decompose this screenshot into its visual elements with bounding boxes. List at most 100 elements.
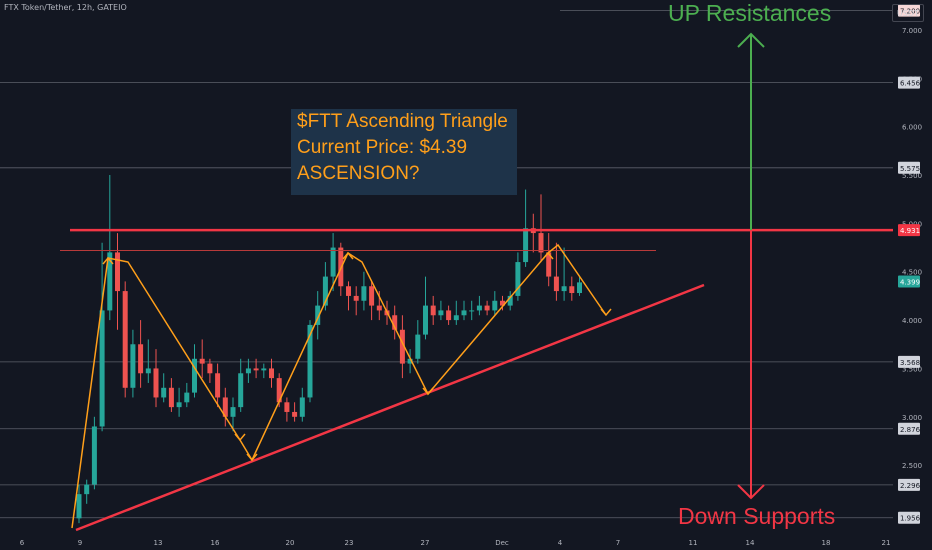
time-tick-label: 16 bbox=[211, 539, 220, 547]
candle-body bbox=[230, 407, 236, 417]
time-tick-label: 14 bbox=[746, 539, 755, 547]
candle-body bbox=[430, 305, 436, 316]
candle-body bbox=[269, 368, 274, 379]
price-tick-label: 3.500 bbox=[902, 365, 922, 373]
candle-body bbox=[76, 494, 82, 519]
time-axis: 6 9 13 16 20 23 27 Dec 4 7 11 14 18 21 bbox=[20, 539, 891, 547]
candle-body bbox=[500, 300, 505, 306]
price-tick-label: 7.000 bbox=[902, 27, 922, 35]
time-tick-label: 13 bbox=[154, 539, 163, 547]
time-tick-label: 11 bbox=[689, 539, 698, 547]
candle-body bbox=[515, 262, 521, 296]
time-tick-label: 21 bbox=[882, 539, 891, 547]
candle-body bbox=[469, 310, 475, 312]
time-tick-label: 27 bbox=[421, 539, 430, 547]
time-tick-label: 4 bbox=[558, 539, 563, 547]
annotation-question: ASCENSION? bbox=[297, 163, 420, 184]
candle-body bbox=[91, 426, 97, 485]
candle-body bbox=[284, 402, 290, 412]
price-label-text: 1.956 bbox=[900, 515, 921, 523]
price-label-badge bbox=[898, 76, 920, 89]
price-label-text: 2.296 bbox=[900, 482, 921, 490]
price-tick-label: 5.500 bbox=[902, 172, 922, 180]
price-label-badge bbox=[898, 422, 920, 435]
candle-body bbox=[245, 368, 251, 374]
candle-body bbox=[222, 397, 228, 417]
candle-body bbox=[353, 295, 359, 301]
price-tick-label: 4.500 bbox=[902, 269, 922, 277]
price-tick-label: 4.000 bbox=[902, 317, 922, 325]
price-label-badge bbox=[898, 275, 920, 288]
price-label-badge bbox=[898, 355, 920, 368]
price-label-badge bbox=[898, 224, 920, 237]
price-label-text: 4.399 bbox=[900, 279, 920, 287]
candle-body bbox=[553, 276, 559, 292]
candle-body bbox=[207, 363, 213, 374]
price-label-text: 5.575 bbox=[900, 165, 920, 173]
candle-body bbox=[84, 484, 90, 495]
price-axis: 2.5003.0003.5004.0004.5005.0005.5006.000… bbox=[898, 4, 922, 524]
annotation-title: $FTT Ascending Triangle bbox=[297, 111, 508, 132]
up-arrowhead bbox=[737, 32, 765, 48]
chart-grid bbox=[0, 10, 893, 519]
ascending-support-line bbox=[75, 283, 705, 532]
up-resistances-label: UP Resistances bbox=[668, 0, 832, 26]
candle-body bbox=[130, 344, 136, 388]
price-label-text: 6.456 bbox=[900, 80, 921, 88]
candle-body bbox=[392, 315, 398, 330]
candle-body bbox=[145, 368, 151, 374]
candle-body bbox=[215, 373, 221, 398]
candle-body bbox=[184, 392, 190, 403]
candle-body bbox=[376, 305, 382, 311]
time-tick-label: 7 bbox=[616, 539, 620, 547]
candle-body bbox=[199, 358, 205, 364]
candle-body bbox=[523, 228, 529, 263]
candle-body bbox=[415, 334, 421, 359]
swing-arrowhead bbox=[234, 433, 246, 442]
price-label-text: 3.568 bbox=[900, 359, 920, 367]
candle-body bbox=[138, 344, 144, 374]
candle-body bbox=[122, 291, 128, 388]
swing-arrowhead bbox=[542, 251, 554, 260]
time-tick-label: Dec bbox=[495, 539, 509, 547]
swing-arrowhead bbox=[422, 387, 434, 396]
symbol-header: FTX Token/Tether, 12h, GATEIO bbox=[4, 3, 127, 12]
price-tick-label: 3.000 bbox=[902, 414, 922, 422]
swing-path bbox=[71, 243, 607, 529]
price-tick-label: 6.000 bbox=[902, 124, 922, 132]
currency-button[interactable]: USDT bbox=[892, 4, 924, 22]
time-tick-label: 6 bbox=[20, 539, 25, 547]
swing-arrowhead bbox=[246, 453, 258, 462]
candle-body bbox=[399, 329, 405, 364]
candlestick-series bbox=[76, 175, 582, 524]
candle-body bbox=[507, 295, 513, 306]
candle-body bbox=[546, 252, 552, 277]
down-arrowhead bbox=[737, 484, 765, 500]
candle-body bbox=[153, 368, 159, 398]
candle-body bbox=[176, 402, 182, 408]
candle-body bbox=[446, 310, 452, 321]
candle-body bbox=[369, 286, 375, 306]
candle-body bbox=[407, 358, 413, 364]
price-label-text: 2.876 bbox=[900, 426, 921, 434]
candle-body bbox=[361, 286, 367, 301]
swing-arrowhead bbox=[342, 251, 354, 260]
swing-arrowhead bbox=[600, 308, 612, 317]
price-label-badge bbox=[898, 511, 920, 524]
candle-body bbox=[192, 358, 197, 393]
candle-body bbox=[261, 368, 267, 371]
time-tick-label: 23 bbox=[345, 539, 354, 547]
time-tick-label: 18 bbox=[822, 539, 831, 547]
candle-body bbox=[315, 305, 321, 325]
drawings bbox=[60, 32, 893, 532]
candle-body bbox=[253, 368, 259, 371]
price-label-badge bbox=[898, 4, 920, 17]
candle-body bbox=[330, 247, 336, 277]
candle-body bbox=[307, 324, 313, 398]
candle-body bbox=[346, 286, 351, 296]
annotation-box: $FTT Ascending Triangle Current Price: $… bbox=[291, 109, 517, 195]
time-tick-label: 9 bbox=[78, 539, 82, 547]
price-label-badge bbox=[898, 161, 920, 174]
candle-body bbox=[484, 305, 490, 311]
